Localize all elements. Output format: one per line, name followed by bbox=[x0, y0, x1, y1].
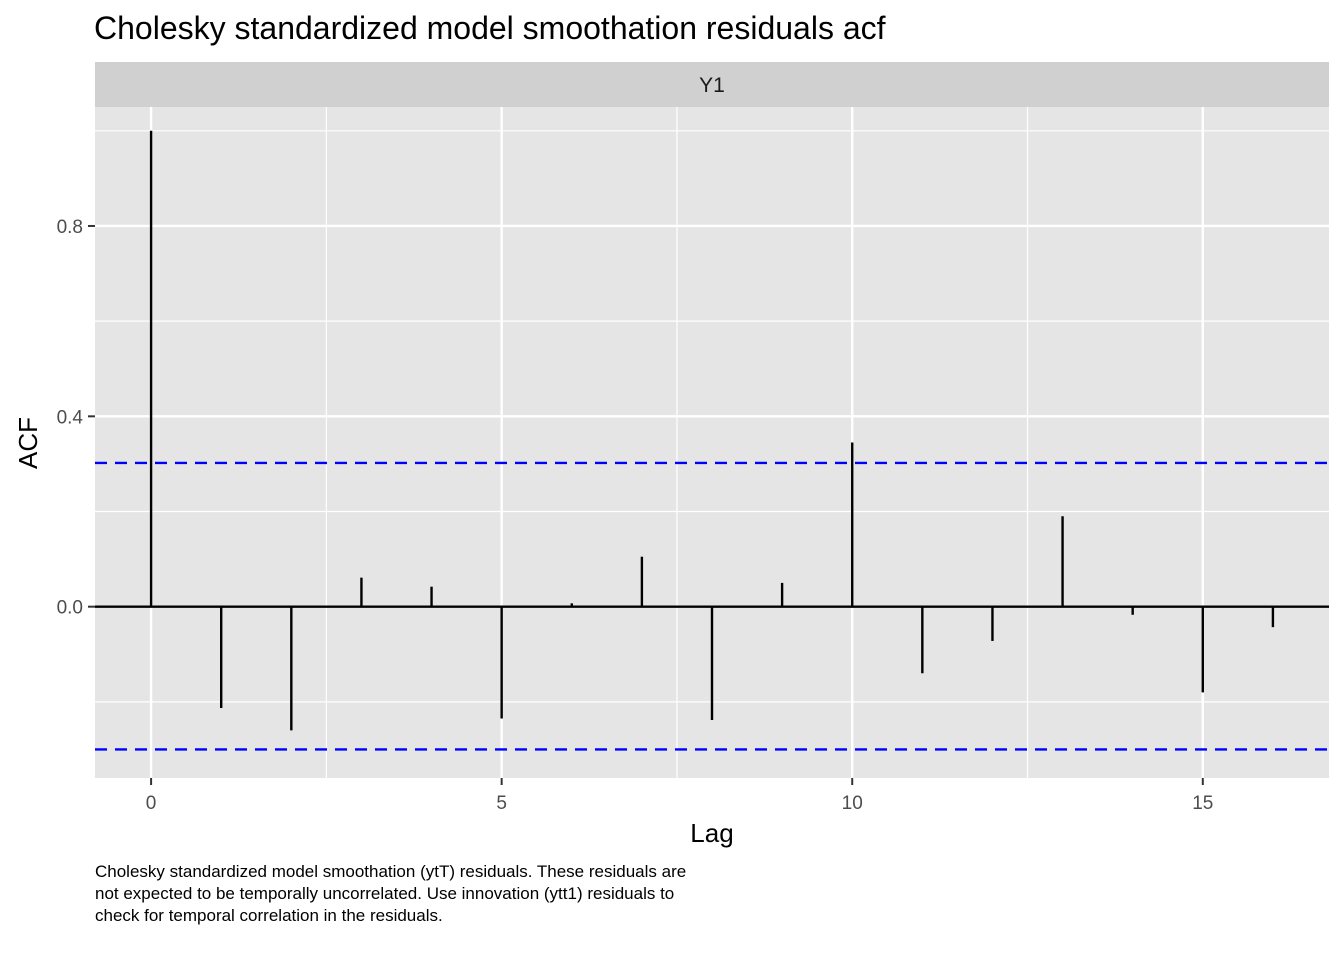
grid-minor bbox=[95, 107, 1329, 778]
y-tick-label: 0.4 bbox=[57, 407, 84, 428]
y-axis: 0.0 0.4 0.8 bbox=[57, 217, 95, 619]
x-axis-title: Lag bbox=[690, 818, 733, 848]
facet-strip bbox=[95, 62, 1329, 107]
x-tick-label: 10 bbox=[842, 793, 863, 814]
confidence-bands bbox=[95, 461, 1329, 751]
y-tick-label: 0.8 bbox=[57, 217, 83, 238]
chart-caption: Cholesky standardized model smoothation … bbox=[95, 862, 687, 925]
x-tick-label: 5 bbox=[496, 793, 507, 814]
y-axis-title: ACF bbox=[13, 417, 43, 469]
x-tick-label: 0 bbox=[146, 793, 157, 814]
x-axis: 0 5 10 15 bbox=[146, 778, 1213, 814]
x-tick-label: 15 bbox=[1192, 793, 1213, 814]
acf-bars bbox=[149, 130, 1275, 731]
chart-title: Cholesky standardized model smoothation … bbox=[94, 10, 886, 46]
facet-label: Y1 bbox=[699, 74, 725, 97]
y-tick-label: 0.0 bbox=[57, 598, 83, 619]
